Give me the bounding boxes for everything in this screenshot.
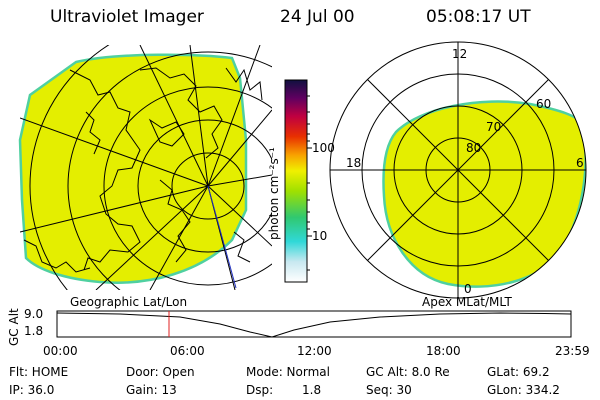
polar-plot-title: Apex MLat/MLT: [422, 295, 512, 309]
timeline-xtick-0000: 00:00: [43, 344, 78, 358]
timeline-xtick-0600: 06:00: [170, 344, 205, 358]
status-dsp-label: Dsp:: [246, 383, 274, 397]
status-flight: Flt: HOME: [9, 365, 69, 379]
mlt-label-0: 0: [464, 282, 472, 296]
status-ip: IP: 36.0: [9, 383, 55, 397]
mlt-label-18: 18: [346, 156, 362, 170]
timeline-xtick-2359: 23:59: [555, 344, 590, 358]
date-label: 24 Jul 00: [280, 7, 355, 27]
polar-image: [329, 41, 587, 299]
status-seq: Seq: 30: [366, 383, 412, 397]
status-mode: Mode: Normal: [246, 365, 330, 379]
status-gc-alt: GC Alt: 8.0 Re: [366, 365, 450, 379]
colorbar: [284, 79, 312, 283]
mlt-label-6: 6: [576, 156, 584, 170]
timeline-ytick-high: 9.0: [24, 307, 44, 321]
mlt-label-12: 12: [452, 47, 468, 61]
mlat-label-80: 80: [466, 141, 482, 155]
timeline-ytick-low: 1.8: [24, 324, 44, 338]
colorbar-tick-10: 10: [312, 229, 328, 243]
colorbar-units: photon cm⁻²s⁻¹: [267, 147, 281, 240]
status-gain: Gain: 13: [126, 383, 177, 397]
timeline-xtick-1200: 12:00: [297, 344, 332, 358]
time-label: 05:08:17 UT: [426, 7, 531, 27]
mlat-label-60: 60: [536, 97, 552, 111]
geo-plot-title: Geographic Lat/Lon: [70, 295, 188, 309]
status-glon: GLon: 334.2: [487, 383, 560, 397]
altitude-timeline: [56, 310, 572, 338]
geographic-image: [18, 45, 272, 290]
mlat-label-70: 70: [486, 120, 502, 134]
instrument-title: Ultraviolet Imager: [50, 7, 204, 27]
status-door: Door: Open: [126, 365, 195, 379]
timeline-xtick-1800: 18:00: [426, 344, 461, 358]
status-dsp-value: 1.8: [302, 383, 322, 397]
timeline-axis-label: GC Alt: [7, 308, 21, 346]
status-glat: GLat: 69.2: [487, 365, 550, 379]
colorbar-tick-100: 100: [312, 141, 335, 155]
